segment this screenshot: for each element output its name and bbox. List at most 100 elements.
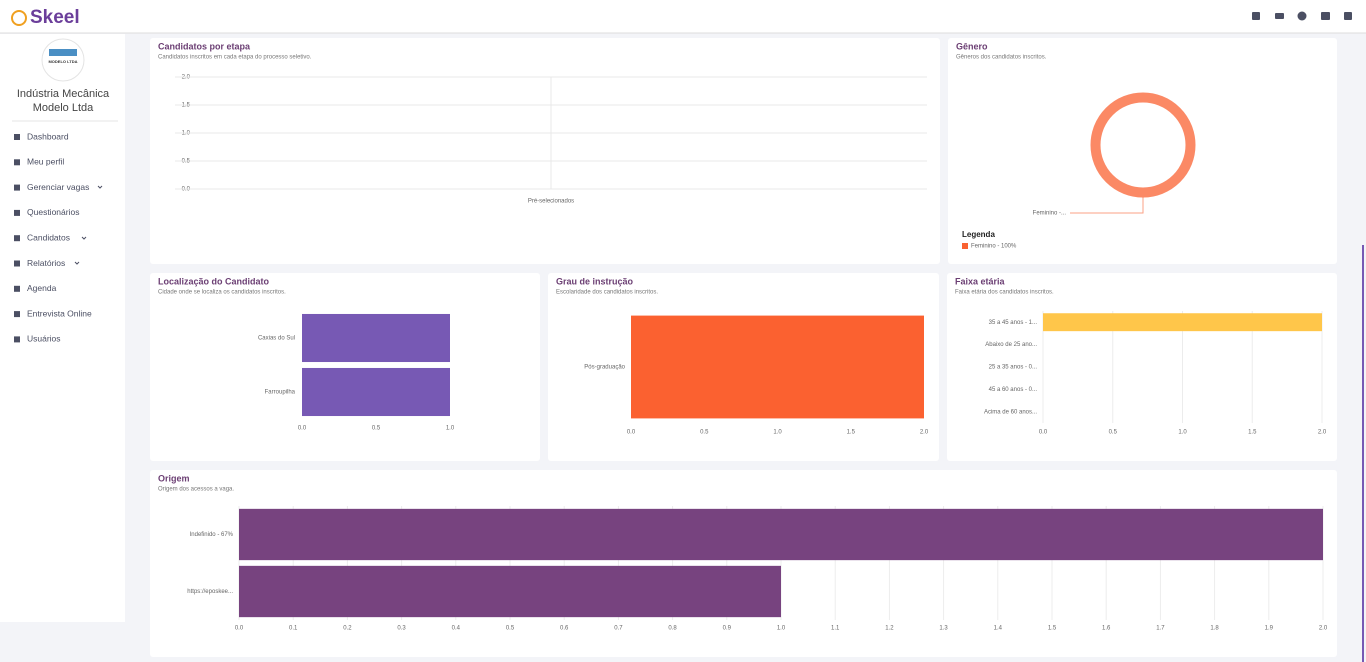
menu-icon	[14, 260, 20, 267]
x-tick-label: 0.0	[1039, 430, 1048, 436]
menu-item[interactable]: Gerenciar vagas	[27, 182, 89, 192]
x-tick-label: 0.5	[372, 426, 381, 432]
y-tick-label: Indefinido - 67%	[190, 532, 234, 538]
logo-graphic	[49, 49, 77, 56]
x-tick-label: Pré-selecionados	[528, 199, 574, 205]
menu-icon	[14, 134, 20, 140]
menu-icon	[14, 336, 20, 343]
legend-title: Legenda	[962, 230, 995, 239]
panel-title: Grau de instrução	[556, 276, 634, 286]
x-tick-label: 1.8	[1210, 626, 1219, 632]
y-tick-label: 0.0	[182, 187, 191, 193]
x-tick-label: 0.5	[506, 626, 515, 632]
y-tick-label: 1.0	[182, 131, 191, 137]
x-tick-label: 1.0	[446, 426, 455, 432]
panel-subtitle: Origem dos acessos a vaga.	[158, 487, 234, 493]
menu-item[interactable]: Agenda	[27, 283, 57, 293]
y-tick-label: Caxias do Sul	[258, 336, 295, 342]
mail-icon[interactable]	[1275, 13, 1284, 19]
menu-item[interactable]: Questionários	[27, 207, 79, 217]
x-tick-label: 1.4	[994, 626, 1003, 632]
x-tick-label: 0.4	[452, 626, 461, 632]
sidebar	[0, 34, 125, 622]
menu-icon	[14, 159, 20, 166]
x-tick-label: 1.6	[1102, 626, 1111, 632]
header-icons	[1252, 11, 1352, 21]
x-tick-label: 1.5	[1248, 430, 1257, 436]
panel-title: Localização do Candidato	[158, 276, 270, 286]
panel	[150, 38, 940, 264]
bar	[631, 315, 924, 419]
x-tick-label: 1.0	[1178, 430, 1187, 436]
card-icon[interactable]	[1321, 12, 1330, 20]
panel-subtitle: Candidatos inscritos em cada etapa do pr…	[158, 55, 312, 61]
chevrons	[74, 185, 103, 265]
x-tick-label: 2.0	[1318, 430, 1327, 436]
brand-icon	[11, 10, 27, 26]
panel	[948, 38, 1337, 264]
panel-title: Gênero	[956, 41, 988, 51]
menu-item[interactable]: Meu perfil	[27, 157, 64, 167]
x-tick-label: 2.0	[1319, 626, 1328, 632]
x-tick-label: 0.0	[235, 626, 244, 632]
y-tick-label: Abaixo de 25 ano...	[985, 342, 1037, 348]
menu-item[interactable]: Candidatos	[27, 232, 70, 242]
y-tick-label: 2.0	[182, 75, 191, 81]
x-tick-label: 0.0	[298, 426, 307, 432]
y-tick-label: Farroupilha	[265, 390, 296, 396]
bar	[1043, 313, 1322, 332]
x-tick-label: 0.6	[560, 626, 569, 632]
bar	[239, 508, 1323, 561]
y-tick-label: Pós-graduação	[584, 365, 625, 371]
panel	[150, 273, 540, 461]
panel-subtitle: Cidade onde se localiza os candidatos in…	[158, 290, 286, 296]
y-tick-label: https://eposkee...	[187, 589, 233, 595]
y-tick-label: 0.5	[182, 159, 191, 165]
top-bar	[0, 0, 1366, 33]
x-tick-label: 0.2	[343, 626, 352, 632]
x-tick-label: 1.1	[831, 626, 840, 632]
x-tick-label: 1.3	[939, 626, 948, 632]
panel-subtitle: Faixa etária dos candidatos inscritos.	[955, 290, 1054, 296]
company-name: Modelo Ltda	[33, 102, 94, 114]
y-tick-label: 1.5	[182, 103, 191, 109]
chevron	[81, 236, 87, 240]
menu-icon	[14, 311, 20, 318]
x-tick-label: 2.0	[920, 430, 929, 436]
x-tick-label: 1.7	[1156, 626, 1165, 632]
menu-icon	[14, 209, 20, 216]
panel-title: Origem	[158, 473, 190, 483]
settings-icon[interactable]	[1297, 11, 1307, 21]
x-tick-label: 0.0	[627, 430, 636, 436]
x-tick-label: 1.0	[777, 626, 786, 632]
x-tick-label: 1.5	[847, 430, 856, 436]
logo-text: MODELO LTDA	[48, 59, 77, 64]
x-tick-label: 0.1	[289, 626, 298, 632]
menu-item[interactable]: Usuários	[27, 334, 61, 344]
y-tick-label: 25 a 35 anos - 0...	[989, 365, 1038, 371]
legend-label: Feminino - 100%	[971, 244, 1017, 250]
bar	[302, 367, 450, 417]
x-tick-label: 0.5	[1109, 430, 1118, 436]
menu-item[interactable]: Dashboard	[27, 131, 69, 141]
panel-title: Candidatos por etapa	[158, 41, 251, 51]
download-icon[interactable]	[1252, 12, 1260, 20]
chevron	[97, 185, 103, 189]
x-tick-label: 1.2	[885, 626, 894, 632]
menu-item[interactable]: Entrevista Online	[27, 308, 92, 318]
y-tick-label: 35 a 45 anos - 1...	[989, 320, 1038, 326]
x-tick-label: 1.0	[773, 430, 782, 436]
menu-icon	[14, 285, 20, 292]
panel-subtitle: Escolaridade dos candidatos inscritos.	[556, 290, 658, 296]
menu-item[interactable]: Relatórios	[27, 258, 65, 268]
chevron	[74, 261, 80, 265]
company-name: Indústria Mecânica	[17, 88, 110, 100]
x-tick-label: 0.8	[668, 626, 677, 632]
y-tick-label: 45 a 60 anos - 0...	[989, 387, 1038, 393]
y-tick-label: Acima de 60 anos...	[984, 409, 1037, 415]
x-tick-label: 0.3	[397, 626, 406, 632]
logout-icon[interactable]	[1344, 12, 1352, 20]
label-connector	[1070, 197, 1144, 214]
x-tick-label: 0.7	[614, 626, 623, 632]
